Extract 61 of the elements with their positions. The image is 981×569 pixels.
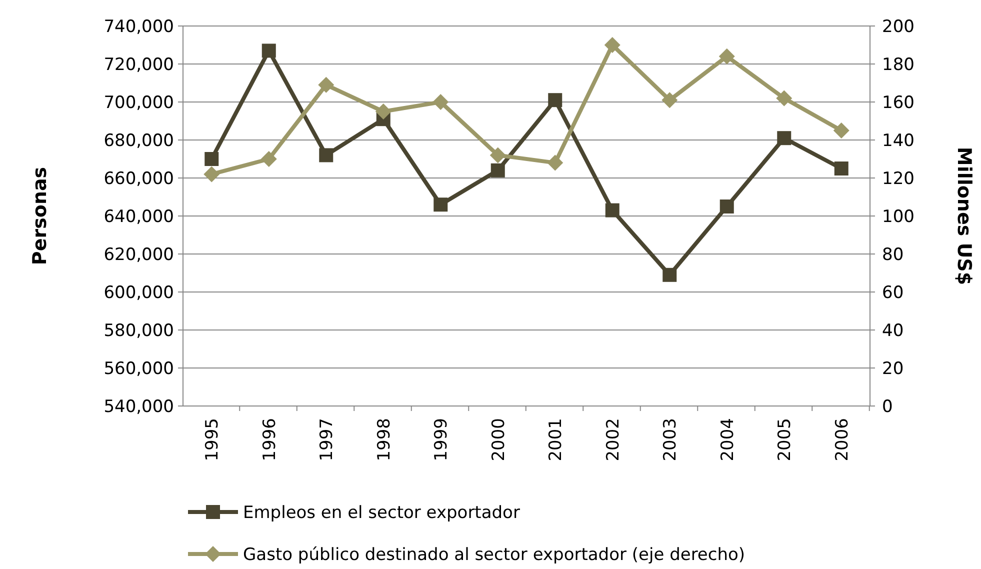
x-tick-label: 2004 <box>718 418 738 462</box>
point <box>604 37 620 53</box>
x-tick-label: 1997 <box>317 418 338 462</box>
y2-tick-label: 180 <box>882 54 914 75</box>
point <box>432 94 449 110</box>
x-tick-label: 2001 <box>546 418 566 462</box>
y2-tick-label: 20 <box>882 358 904 379</box>
point <box>777 131 792 146</box>
y2-axis-title: Millones US$ <box>953 146 975 286</box>
x-tick-label: 2003 <box>660 418 681 462</box>
point <box>318 76 334 93</box>
y2-tick-label: 0 <box>882 396 893 417</box>
y2-tick-label: 60 <box>882 282 904 303</box>
point <box>375 104 392 120</box>
point <box>720 200 734 214</box>
x-tick-label: 1996 <box>260 418 280 462</box>
point <box>262 44 276 58</box>
y-tick-label: 720,000 <box>104 54 174 75</box>
point <box>662 92 678 108</box>
y-tick-label: 660,000 <box>104 168 174 189</box>
point <box>490 147 506 164</box>
point <box>605 203 620 218</box>
x-tick-label: 2002 <box>603 418 624 462</box>
point <box>833 122 850 138</box>
legend-label: Gasto público destinado al sector exportador (eje derecho) <box>243 544 746 565</box>
y-tick-label: 540,000 <box>104 396 174 417</box>
x-tick-label: 2006 <box>832 418 852 462</box>
y2-tick-label: 40 <box>882 320 904 341</box>
point <box>547 154 564 171</box>
x-tick-label: 1998 <box>374 418 394 462</box>
x-tick-label: 2005 <box>775 418 796 462</box>
point <box>776 90 792 106</box>
y-tick-label: 640,000 <box>104 206 174 227</box>
y-tick-label: 620,000 <box>104 244 174 265</box>
legend-label: Empleos en el sector exportador <box>243 502 520 523</box>
x-tick-label: 2000 <box>488 418 509 462</box>
y2-tick-label: 140 <box>882 130 914 151</box>
point <box>204 152 219 166</box>
y-axis-title: Personas <box>29 166 51 266</box>
y2-tick-label: 160 <box>882 92 914 113</box>
point <box>718 48 735 64</box>
y2-tick-label: 80 <box>882 244 904 265</box>
point <box>204 166 220 182</box>
point <box>319 148 334 162</box>
y2-tick-label: 100 <box>882 206 914 227</box>
y2-tick-label: 120 <box>882 168 914 189</box>
y-tick-label: 580,000 <box>104 320 174 341</box>
point <box>834 162 848 176</box>
y-tick-label: 600,000 <box>104 282 174 303</box>
point <box>434 198 448 212</box>
y-tick-label: 700,000 <box>104 92 174 113</box>
y-tick-label: 560,000 <box>104 358 174 379</box>
point <box>548 93 562 108</box>
x-tick-label: 1999 <box>432 418 452 462</box>
point <box>662 268 677 282</box>
y2-tick-label: 200 <box>882 16 914 37</box>
y-tick-label: 680,000 <box>104 130 174 151</box>
point <box>260 151 277 167</box>
point <box>490 163 505 178</box>
y-tick-label: 740,000 <box>104 16 174 37</box>
x-tick-label: 1995 <box>202 418 223 462</box>
